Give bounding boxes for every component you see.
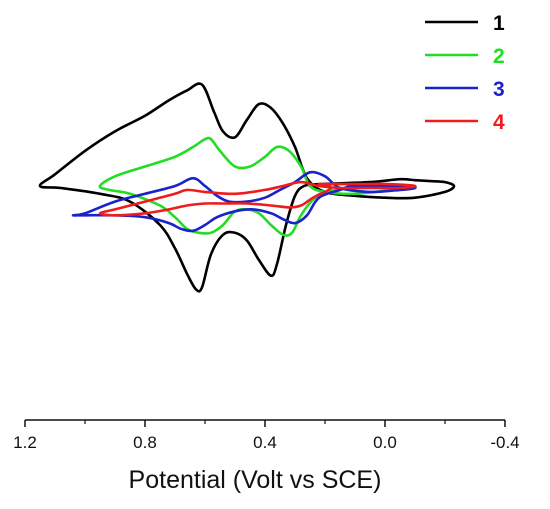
x-tick-label: 0.4 bbox=[253, 433, 277, 452]
legend-label-2: 2 bbox=[493, 45, 505, 68]
x-tick-label: 0.0 bbox=[373, 433, 397, 452]
x-tick-label: 0.8 bbox=[133, 433, 157, 452]
legend-label-1: 1 bbox=[493, 12, 505, 35]
x-tick-label: -0.4 bbox=[490, 433, 519, 452]
series-3-line bbox=[71, 170, 417, 233]
legend-label-3: 3 bbox=[493, 78, 505, 101]
legend-label-4: 4 bbox=[493, 111, 505, 134]
series-1-line bbox=[38, 82, 456, 293]
series-2-line bbox=[98, 136, 393, 237]
x-axis-title: Potential (Volt vs SCE) bbox=[129, 466, 382, 494]
series-4-line bbox=[98, 180, 417, 217]
x-tick-label: 1.2 bbox=[13, 433, 37, 452]
